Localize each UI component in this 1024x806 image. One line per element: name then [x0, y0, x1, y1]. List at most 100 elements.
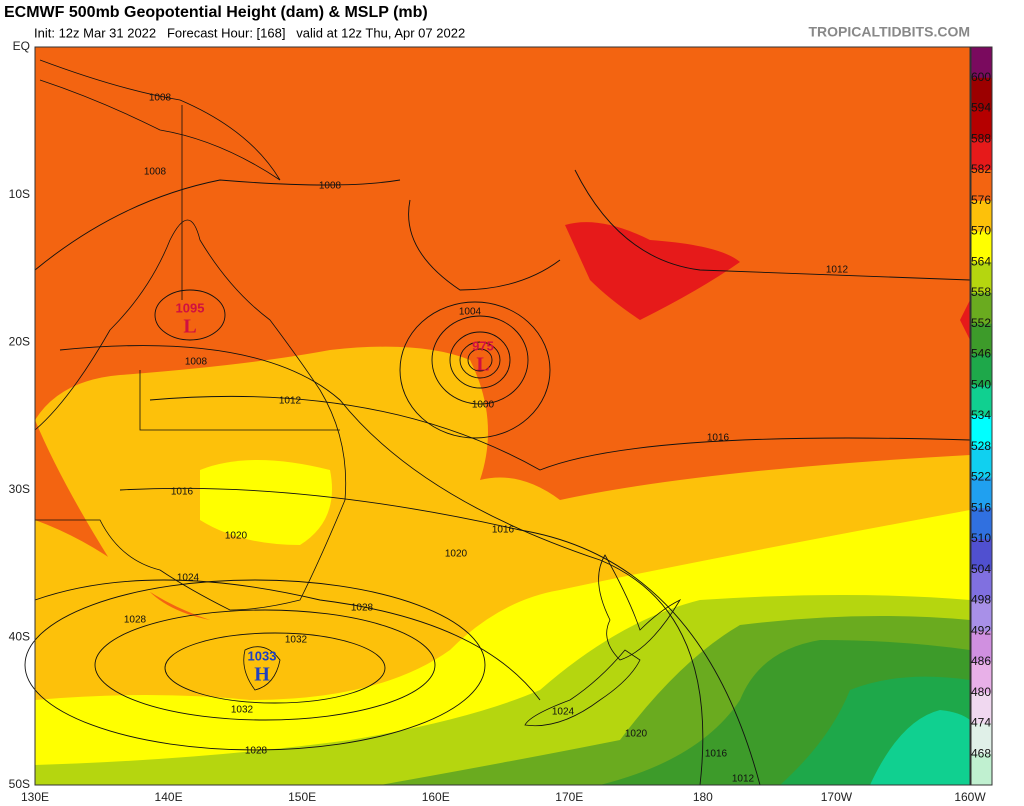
coastlines	[34, 59, 682, 727]
isobar-label: 1016	[707, 433, 730, 444]
colorbar-label: 480	[971, 685, 991, 699]
colorbar-swatch	[971, 170, 992, 202]
isobar-label: 1008	[319, 181, 342, 192]
colorbar-frame	[970, 46, 993, 786]
isobar	[34, 179, 401, 271]
colorbar-swatch	[971, 662, 992, 694]
isobar-label: 1016	[705, 749, 728, 760]
lat-label: 30S	[9, 482, 30, 496]
colorbar-swatch	[971, 47, 992, 79]
colorbar-label: 558	[971, 285, 991, 299]
title: ECMWF 500mb Geopotential Height (dam) & …	[4, 4, 428, 21]
colorbar-label: 570	[971, 224, 991, 238]
lon-label: 130E	[21, 790, 49, 804]
isobar-label: 1016	[171, 487, 194, 498]
colorbar-label: 510	[971, 531, 991, 545]
lon-label: 150E	[288, 790, 316, 804]
isobar-label: 1020	[225, 531, 248, 542]
isobar-label: 1020	[625, 729, 648, 740]
isobar-label: 1028	[351, 603, 374, 614]
coastline	[243, 646, 281, 691]
isobar	[154, 289, 226, 341]
isobar	[467, 348, 493, 372]
map-field	[24, 47, 971, 786]
colorbar-swatch	[971, 77, 992, 109]
colorbar: 600 594 588 582 576 570 564 558 552 546 540 534 528 5…	[970, 46, 993, 786]
isobar	[149, 395, 971, 471]
isobar	[449, 331, 511, 389]
isobar-label: 1032	[231, 705, 254, 716]
height-540	[870, 710, 970, 785]
map-frame	[34, 46, 971, 786]
colorbar-swatch	[971, 385, 992, 417]
pressure-center-value: 1095	[176, 300, 205, 315]
colorbar-swatch	[971, 446, 992, 478]
colorbar-swatch	[971, 139, 992, 171]
isobar-label: 1012	[279, 396, 302, 407]
colorbar-label: 594	[971, 101, 991, 115]
colorbar-label: 468	[971, 746, 991, 760]
coastline	[524, 649, 641, 727]
colorbar-swatch	[971, 416, 992, 448]
colorbar-label: 540	[971, 377, 991, 391]
isobar-label: 1024	[552, 707, 575, 718]
colorbar-swatch	[971, 723, 992, 755]
colorbar-label: 600	[971, 70, 991, 84]
lat-label: 10S	[9, 187, 30, 201]
colorbar-label: 474	[971, 716, 991, 730]
isobar	[431, 315, 529, 405]
colorbar-swatch	[971, 231, 992, 263]
colorbar-label: 534	[971, 408, 991, 422]
colorbar-label: 552	[971, 316, 991, 330]
isobar-label: 1008	[149, 93, 172, 104]
colorbar-label: 576	[971, 193, 991, 207]
colorbar-label: 498	[971, 593, 991, 607]
border	[139, 105, 340, 431]
pressure-center-letter: L	[183, 316, 196, 338]
isobars	[24, 169, 971, 786]
isobar-label: 1004	[459, 307, 482, 318]
lat-label: 20S	[9, 334, 30, 348]
height-588	[960, 300, 970, 340]
isobar-label: 1020	[445, 549, 468, 560]
subtitle: Init: 12z Mar 31 2022 Forecast Hour: [16…	[34, 25, 465, 40]
pressure-center-value: 1033	[248, 648, 277, 663]
isobar	[94, 609, 436, 721]
colorbar-swatch	[971, 631, 992, 663]
isobar-label: 1000	[472, 400, 495, 411]
isobar	[459, 341, 501, 379]
colorbar-swatch	[971, 508, 992, 540]
coastline	[598, 554, 682, 661]
pressure-center-letter: H	[254, 664, 270, 686]
isobar-label: 1016	[492, 525, 515, 536]
site: TROPICALTIDBITS.COM	[808, 24, 970, 40]
isobar	[59, 345, 704, 786]
colorbar-swatch	[971, 108, 992, 140]
isobar-label: 1012	[826, 265, 849, 276]
coastline	[39, 59, 281, 181]
lon-label: 170W	[821, 790, 853, 804]
colorbar-swatch	[971, 754, 992, 786]
isobar	[24, 579, 486, 751]
isobar	[34, 579, 541, 701]
colorbar-swatch	[971, 293, 992, 325]
colorbar-swatch	[971, 262, 992, 294]
height-588	[565, 222, 740, 320]
colorbar-label: 564	[971, 254, 991, 268]
coastline	[34, 219, 347, 611]
colorbar-label: 492	[971, 623, 991, 637]
colorbar-swatch	[971, 569, 992, 601]
lon-label: 170E	[555, 790, 583, 804]
isobar	[119, 487, 761, 786]
colorbar-label: 528	[971, 439, 991, 453]
lon-label: 160E	[422, 790, 450, 804]
isobar-label: 1028	[245, 746, 268, 757]
lon-label: 160W	[954, 790, 986, 804]
isobar-label: 1028	[124, 615, 147, 626]
pressure-center-letter: L	[476, 354, 489, 376]
colorbar-swatch	[971, 539, 992, 571]
colorbar-swatch	[971, 600, 992, 632]
lat-label: 50S	[9, 777, 30, 791]
colorbar-label: 522	[971, 470, 991, 484]
